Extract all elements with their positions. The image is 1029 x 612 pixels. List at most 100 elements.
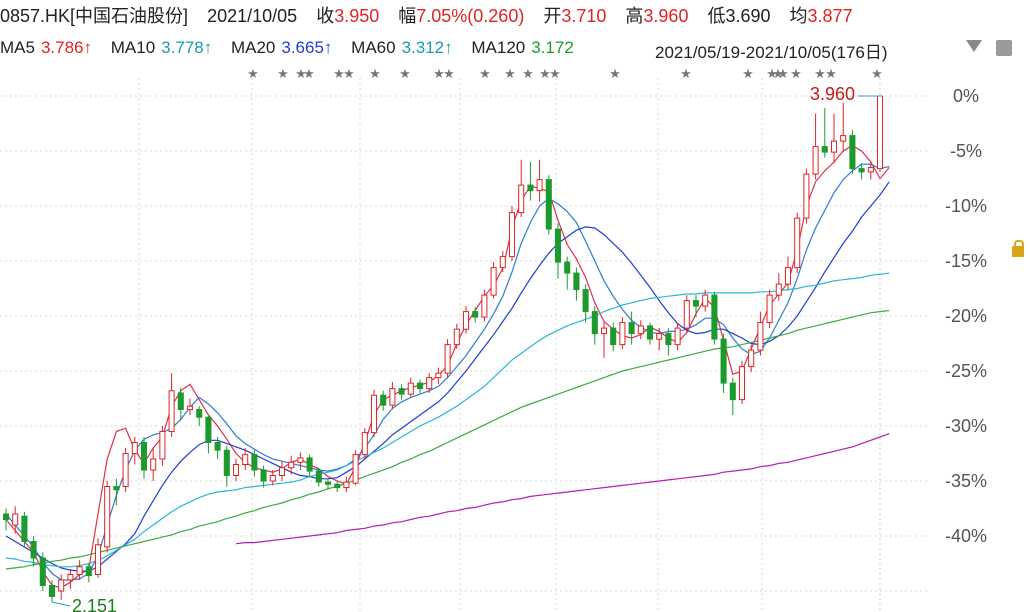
candle-body-up	[794, 217, 801, 269]
star-marker-icon: ★	[680, 67, 692, 82]
candle-body-up	[499, 256, 506, 269]
candle-body-down	[214, 442, 221, 451]
candle-body-up	[150, 458, 157, 471]
candle-body-up	[269, 475, 276, 482]
star-marker-icon: ★	[825, 67, 837, 82]
candle-body-up	[186, 405, 194, 411]
candle-body-up	[389, 388, 396, 406]
y-tick-label: 0%	[953, 86, 979, 106]
candle-body-up	[600, 327, 608, 335]
candle-body-up	[297, 457, 304, 463]
candles	[2, 95, 884, 602]
candle-body-down	[729, 382, 736, 401]
y-tick-label: -20%	[945, 306, 987, 326]
candle-body-up	[619, 322, 626, 346]
ma5-label: MA5	[0, 38, 35, 57]
candle-body-down	[205, 416, 212, 444]
candle-body-down	[223, 449, 230, 477]
candle-body-up	[76, 566, 83, 575]
candle-body-up	[407, 382, 414, 395]
candle-body-down	[315, 470, 322, 483]
candle-body-down	[665, 333, 672, 346]
candle-body-down	[564, 261, 571, 274]
star-marker-icon: ★	[790, 67, 802, 82]
candle-body-up	[232, 464, 240, 476]
quote-header: 0857.HK[中国石油股份] 2021/10/05 收3.950 幅7.05%…	[0, 6, 853, 26]
close-label: 收	[316, 6, 335, 26]
candle-body-up	[876, 95, 884, 170]
candle-body-down	[554, 228, 562, 263]
candle-body-up	[67, 574, 74, 581]
star-marker-icon: ★	[479, 67, 491, 82]
ma10-label: MA10	[110, 38, 156, 57]
y-axis: 0% -5% -10% -15% -20% -25% -30% -35% -40%	[945, 86, 987, 546]
candle-body-down	[85, 566, 92, 577]
candle-body-up	[444, 344, 451, 374]
open-label: 开	[543, 6, 562, 26]
star-marker-icon: ★	[522, 67, 534, 82]
candle-body-up	[674, 327, 681, 346]
y-tick-label: -35%	[945, 471, 987, 491]
candle-body-down	[334, 483, 341, 489]
star-marker-icon: ★	[343, 67, 355, 82]
candle-body-up	[288, 461, 295, 469]
candle-body-down	[849, 135, 856, 170]
grid	[0, 78, 930, 612]
candle-body-up	[867, 167, 874, 173]
candle-body-down	[573, 272, 580, 291]
stock-symbol[interactable]: 0857.HK[中国石油股份]	[0, 6, 189, 26]
candle-body-up	[656, 333, 663, 340]
avg-label: 均	[789, 6, 808, 26]
candle-body-up	[518, 184, 525, 214]
candle-body-up	[775, 283, 782, 296]
candle-body-up	[159, 431, 166, 460]
candle-body-up	[462, 311, 470, 330]
candle-body-up	[131, 442, 138, 454]
y-tick-label: -15%	[945, 251, 987, 271]
candle-body-up	[12, 513, 19, 526]
date-range-display[interactable]: 2021/05/19-2021/10/05(176日)	[655, 43, 888, 62]
candle-body-down	[30, 541, 37, 559]
candle-body-down	[858, 168, 865, 173]
settings-icon[interactable]	[996, 40, 1012, 56]
candle-body-up	[508, 212, 516, 258]
candle-body-down	[720, 338, 727, 384]
star-marker-icon: ★	[247, 67, 259, 82]
candle-body-down	[113, 486, 120, 491]
ma60-value: 3.312↑	[401, 38, 453, 57]
candle-body-down	[582, 289, 589, 313]
candle-body-up	[343, 481, 350, 489]
star-marker-icon: ★	[609, 67, 621, 82]
candle-body-down	[260, 469, 267, 482]
ma120-value: 3.172	[531, 38, 574, 57]
low-price-label: 2.151	[72, 596, 117, 612]
candle-body-up	[830, 140, 838, 153]
candle-body-down	[646, 325, 654, 340]
ma20-value: 3.665↑	[281, 38, 333, 57]
candle-body-up	[536, 179, 543, 192]
candle-body-up	[803, 173, 810, 219]
candle-body-up	[278, 467, 286, 476]
candle-body-up	[370, 394, 378, 434]
candle-body-down	[39, 557, 46, 586]
y-tick-label: -40%	[945, 526, 987, 546]
chevron-down-icon[interactable]	[966, 40, 982, 52]
candle-body-down	[591, 311, 598, 335]
lock-icon[interactable]	[1012, 240, 1024, 257]
star-marker-icon: ★	[871, 67, 883, 82]
candle-body-up	[812, 146, 819, 175]
candle-body-down	[251, 454, 258, 471]
candle-body-down	[2, 513, 10, 520]
candle-body-down	[821, 146, 828, 153]
ma250-line	[235, 433, 890, 545]
star-marker-icon: ★	[539, 67, 551, 82]
candle-body-up	[94, 544, 102, 575]
candle-body-up	[453, 328, 460, 346]
candle-body-up	[738, 366, 746, 401]
change-value: 7.05%(0.260)	[416, 6, 525, 26]
candle-body-down	[692, 300, 700, 307]
candle-body-up	[58, 579, 65, 592]
candle-body-up	[757, 322, 764, 351]
candle-body-up	[361, 432, 368, 456]
